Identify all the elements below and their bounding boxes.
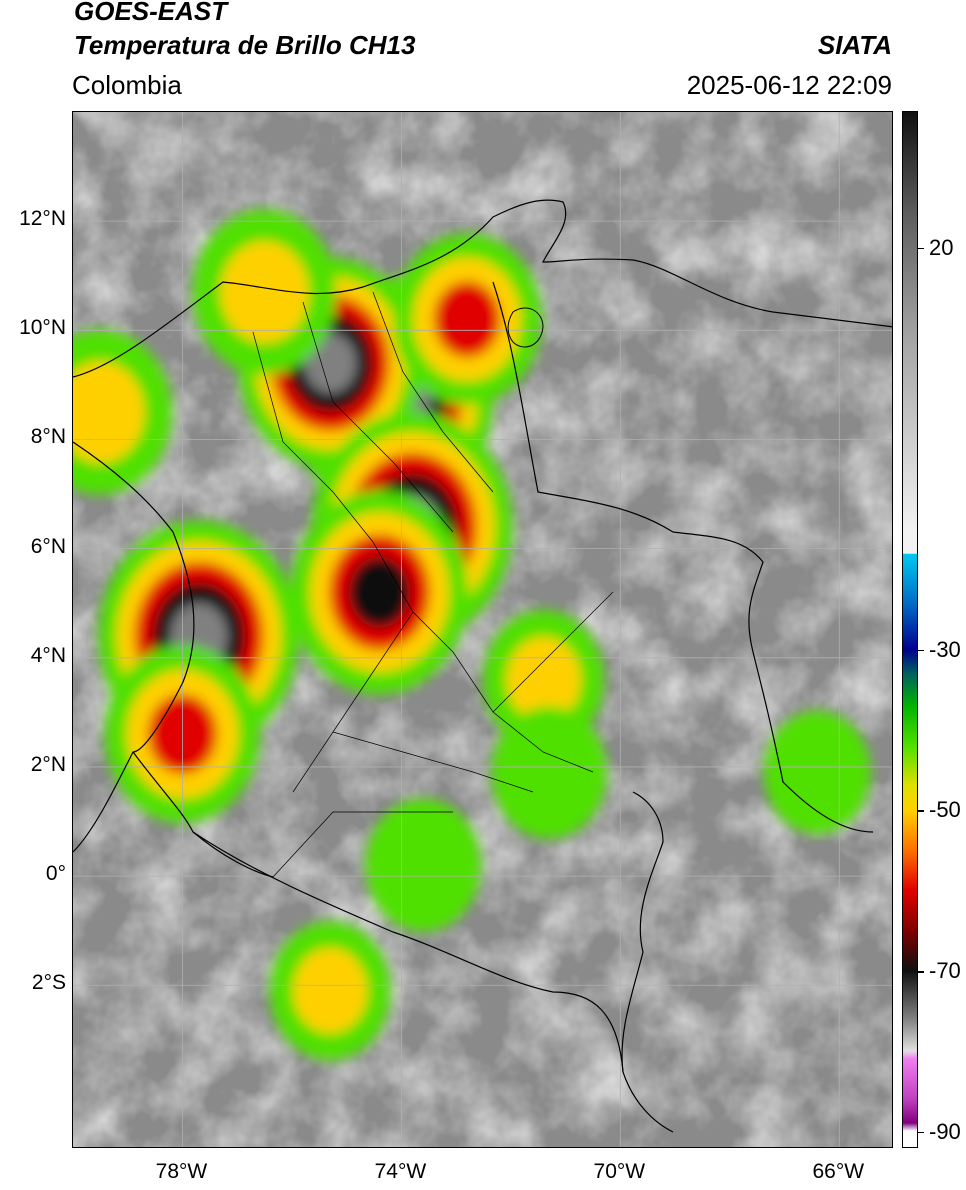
colorbar-tick-mark (918, 810, 924, 812)
colorbar-tick-mark (918, 971, 924, 973)
storm-cell (491, 706, 607, 839)
organization-label: SIATA (817, 30, 892, 60)
storm-cell (433, 281, 501, 358)
storm-cell (73, 361, 145, 463)
border-colombia-brazil (621, 791, 674, 1133)
coastline-caribbean (73, 199, 892, 378)
country-borders (73, 199, 892, 1133)
title-line2: Temperatura de Brillo CH13 (74, 30, 416, 60)
colorbar-tick-label: -90 (929, 1118, 961, 1144)
storm-cell (220, 241, 309, 343)
storm-cell (365, 798, 481, 932)
title-line1: GOES-EAST (74, 0, 228, 26)
lat-tick-label: 4°N (30, 643, 66, 667)
colorbar-tick-mark (918, 649, 924, 652)
lon-tick-label: 78°W (155, 1160, 208, 1183)
timestamp-label: 2025-06-12 22:09 (686, 70, 892, 100)
storm-cell (764, 711, 871, 834)
storm-cell (348, 556, 411, 628)
lat-tick-label: 10°N (19, 316, 66, 340)
coastline-pacific (73, 441, 195, 853)
lat-tick-label: 6°N (30, 534, 66, 558)
colorbar-tick-mark (918, 247, 924, 250)
lat-tick-label: 8°N (30, 425, 66, 449)
storm-cell (506, 636, 581, 723)
lon-tick-label: 74°W (374, 1160, 427, 1183)
colorbar-tick-label: -70 (929, 958, 961, 984)
satellite-map (72, 111, 893, 1148)
lon-tick-label: 66°W (812, 1160, 865, 1183)
graticule (73, 112, 892, 1147)
colorbar-tick-mark (918, 1131, 924, 1134)
temperature-colorbar (902, 111, 918, 1148)
departmental-lines (252, 291, 614, 878)
border-colombia-peru (192, 831, 624, 1073)
colorbar-tick-label: 20 (929, 234, 954, 260)
lat-tick-label: 0° (45, 862, 66, 886)
lat-tick-label: 2°N (30, 752, 66, 776)
lat-tick-label: 12°N (19, 207, 66, 231)
lat-tick-label: 2°S (31, 971, 66, 995)
lon-tick-label: 70°W (593, 1160, 646, 1183)
region-label: Colombia (72, 70, 182, 100)
colorbar-tick-label: -30 (929, 636, 961, 662)
map-canvas (73, 112, 892, 1147)
border-colombia-venezuela (492, 281, 874, 833)
lake-maracaibo (507, 307, 544, 348)
storm-layer (73, 209, 871, 1061)
border-colombia-ecuador (132, 751, 274, 878)
colorbar-tick-label: -50 (929, 797, 961, 823)
storm-cell (293, 947, 368, 1034)
